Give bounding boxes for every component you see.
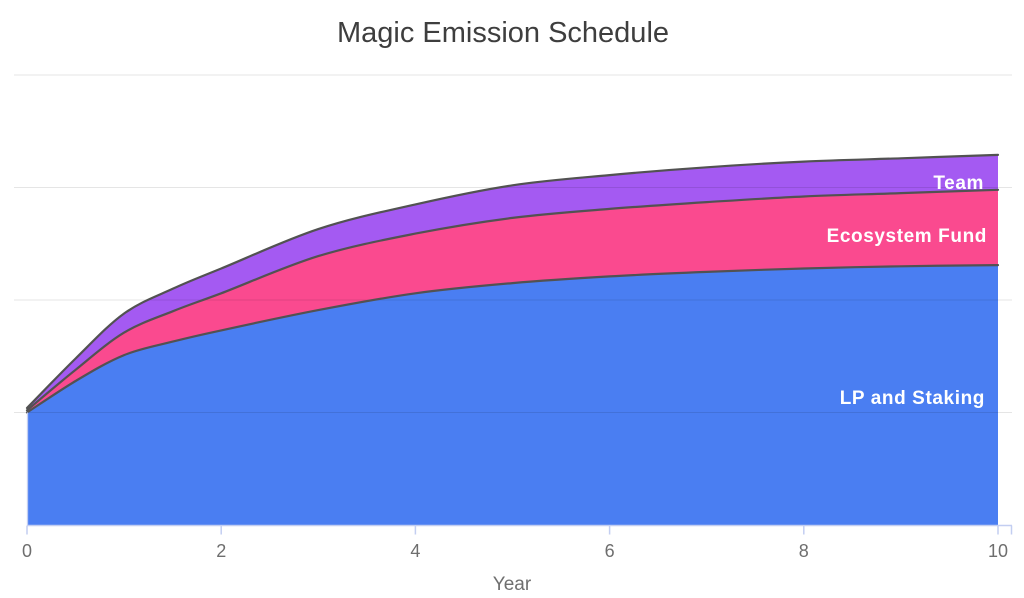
area-edge-team — [25, 153, 1000, 410]
gridlines-layer — [14, 74, 1012, 413]
area-series-layer — [27, 154, 998, 525]
area-ecosystem-fund — [27, 189, 998, 413]
x-axis: 0 2 4 6 8 10 — [22, 412, 1013, 561]
x-tick-label-6: 6 — [605, 541, 615, 561]
series-label-team: Team — [933, 173, 984, 194]
area-edges-layer — [25, 153, 1000, 414]
area-team — [27, 154, 998, 411]
x-tick-label-4: 4 — [410, 541, 420, 561]
series-label-ecosystem-fund: Ecosystem Fund — [827, 226, 987, 247]
x-tick-label-2: 2 — [216, 541, 226, 561]
chart-title: Magic Emission Schedule — [337, 17, 669, 49]
area-edge-lp-and-staking — [25, 264, 1000, 414]
area-lp-and-staking — [27, 265, 998, 525]
x-tick-label-10: 10 — [988, 541, 1008, 561]
series-label-lp-and-staking: LP and Staking — [840, 388, 985, 409]
x-axis-title: Year — [493, 574, 532, 595]
area-edge-ecosystem-fund — [25, 188, 1000, 412]
x-tick-label-8: 8 — [799, 541, 809, 561]
x-tick-label-0: 0 — [22, 541, 32, 561]
series-labels: LP and Staking Ecosystem Fund Team — [827, 173, 987, 409]
